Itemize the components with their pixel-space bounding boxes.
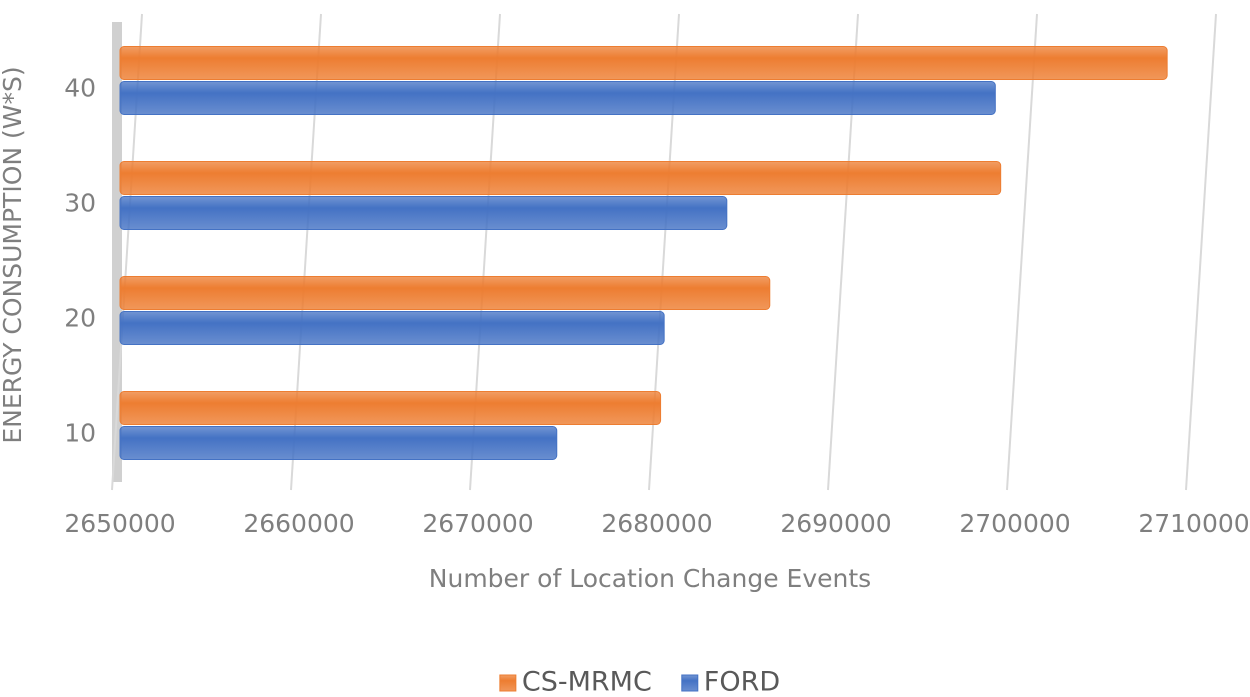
bar xyxy=(119,276,771,310)
bar xyxy=(119,426,558,460)
x-axis-title: Number of Location Change Events xyxy=(429,564,871,593)
legend-label: FORD xyxy=(704,667,780,697)
legend-swatch xyxy=(499,674,517,692)
bar xyxy=(119,391,662,425)
bar xyxy=(119,311,665,345)
x-tick-label: 2680000 xyxy=(601,509,712,538)
x-tick-label: 2660000 xyxy=(243,509,354,538)
bar xyxy=(119,161,1002,195)
axis-wall xyxy=(112,22,122,482)
y-tick-label: 20 xyxy=(64,304,96,333)
x-tick-label: 2710000 xyxy=(1138,509,1249,538)
x-tick-label: 2670000 xyxy=(422,509,533,538)
bar xyxy=(119,196,728,230)
grid-line xyxy=(1006,13,1038,491)
y-tick-label: 10 xyxy=(64,419,96,448)
grid-line xyxy=(1185,13,1217,491)
legend-swatch xyxy=(681,674,699,692)
bar xyxy=(119,81,996,115)
y-tick-label: 40 xyxy=(64,74,96,103)
x-tick-label: 2700000 xyxy=(959,509,1070,538)
legend-label: CS-MRMC xyxy=(522,667,652,697)
x-tick-label: 2690000 xyxy=(780,509,891,538)
bar xyxy=(119,46,1168,80)
y-tick-label: 30 xyxy=(64,189,96,218)
y-axis-title: ENERGY CONSUMPTION (W*S) xyxy=(0,66,27,443)
x-tick-label: 2650000 xyxy=(64,509,175,538)
